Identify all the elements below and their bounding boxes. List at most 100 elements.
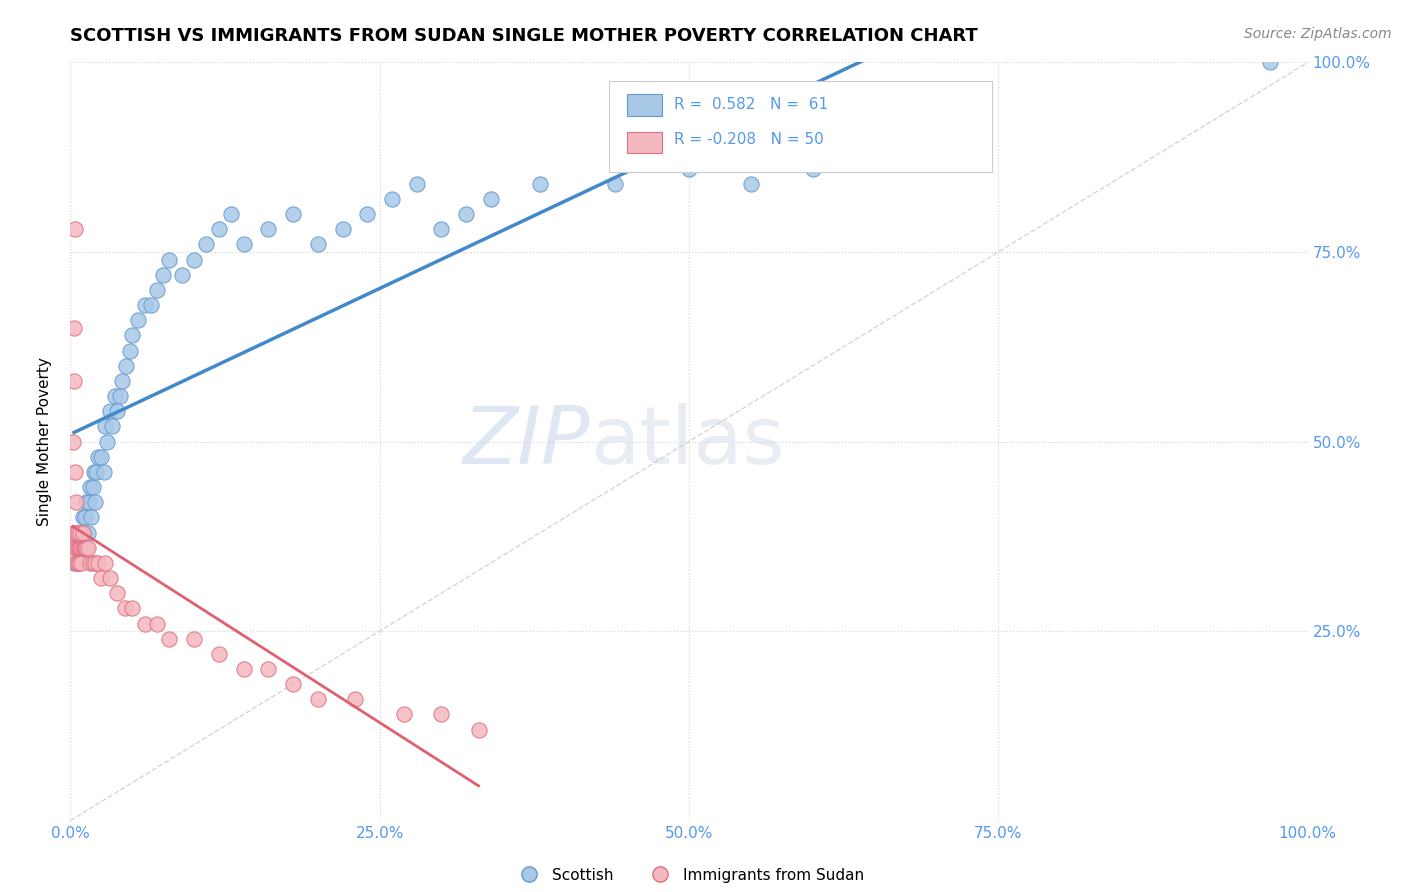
Point [134,298,156,312]
Point [65,465,87,479]
Point [93,465,115,479]
FancyBboxPatch shape [609,81,993,172]
Point [63,556,86,570]
Point [105,586,128,600]
Point [94,556,117,570]
Point [72,541,94,555]
Point [257,222,280,236]
Point [96,434,118,449]
Point [219,207,242,221]
Text: atlas: atlas [591,402,785,481]
Point [394,707,416,722]
Point [72,525,94,540]
Point [79,480,101,494]
Point [146,283,169,297]
Point [67,541,90,555]
Point [65,548,87,563]
Point [98,571,121,585]
Point [76,541,98,555]
Point [65,556,87,570]
Text: R =  0.582   N =  61: R = 0.582 N = 61 [673,97,828,112]
Point [1260,55,1282,70]
Point [84,495,107,509]
Point [801,161,824,176]
Point [281,207,304,221]
Point [343,692,366,706]
Point [430,707,453,722]
Point [84,556,107,570]
Point [76,525,98,540]
Point [114,601,136,615]
Point [66,556,89,570]
Point [479,192,502,206]
Text: SCOTTISH VS IMMIGRANTS FROM SUDAN SINGLE MOTHER POVERTY CORRELATION CHART: SCOTTISH VS IMMIGRANTS FROM SUDAN SINGLE… [70,27,979,45]
Point [90,571,112,585]
Point [75,510,97,524]
Point [63,321,86,335]
Point [82,480,104,494]
Point [127,313,149,327]
Point [232,662,254,676]
Point [183,632,205,646]
Point [70,541,93,555]
Point [101,419,124,434]
Point [69,548,91,563]
FancyBboxPatch shape [627,95,662,116]
Point [67,541,90,555]
Point [79,556,101,570]
Point [69,525,91,540]
Legend: Scottish, Immigrants from Sudan: Scottish, Immigrants from Sudan [508,862,870,888]
Point [232,237,254,252]
Point [529,177,551,191]
Point [281,677,304,691]
Point [65,222,87,236]
Point [208,647,231,661]
Point [603,177,626,191]
Point [121,601,143,615]
Point [73,541,96,555]
Point [104,389,127,403]
Point [381,192,404,206]
Text: R = -0.208   N = 50: R = -0.208 N = 50 [673,132,824,147]
Point [63,525,86,540]
Point [75,541,97,555]
Point [307,692,329,706]
Point [66,556,89,570]
FancyBboxPatch shape [627,132,662,153]
Point [307,237,329,252]
Point [678,161,700,176]
Point [77,495,100,509]
Point [75,541,97,555]
Point [134,616,156,631]
Point [75,495,97,509]
Point [740,177,762,191]
Point [183,252,205,267]
Point [73,525,96,540]
Point [157,632,180,646]
Point [63,374,86,388]
Point [67,556,90,570]
Point [65,541,87,555]
Text: ZIP: ZIP [463,402,591,481]
Point [467,723,489,737]
Point [111,374,134,388]
Point [208,222,231,236]
Point [152,268,174,282]
Point [72,510,94,524]
Point [170,268,193,282]
Point [72,541,94,555]
Point [356,207,378,221]
Point [86,556,108,570]
Point [430,222,453,236]
Point [94,419,117,434]
Point [70,556,93,570]
Point [157,252,180,267]
Point [332,222,354,236]
Text: Source: ZipAtlas.com: Source: ZipAtlas.com [1244,27,1392,41]
Point [405,177,427,191]
Point [105,404,128,418]
Point [118,343,141,358]
Point [62,434,84,449]
Point [65,525,87,540]
Point [195,237,218,252]
